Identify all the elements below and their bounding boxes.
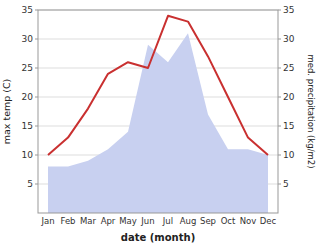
y2-tick-label: 25 — [283, 63, 294, 73]
y2-tick — [278, 39, 281, 40]
x-axis: Jan Feb Mar AprMayJun Jul AugSep Oct NovDec — [40, 216, 276, 226]
y-tick-label: 35 — [22, 5, 33, 15]
y-tick-label: 5 — [27, 179, 33, 189]
y-tick — [35, 126, 38, 127]
x-tick-label: Nov — [240, 216, 257, 226]
x-tick-label: Feb — [60, 216, 75, 226]
precipitation-area — [48, 33, 268, 213]
y2-tick-label: 10 — [283, 150, 295, 160]
x-axis-title: date (month) — [121, 232, 195, 243]
y-tick-label: 10 — [22, 150, 34, 160]
y-tick-label: 25 — [22, 63, 33, 73]
y-tick — [35, 68, 38, 69]
x-tick-label: Jun — [140, 216, 154, 226]
y2-tick — [278, 155, 281, 156]
y-tick — [35, 10, 38, 11]
y2-tick — [278, 126, 281, 127]
x-tick-label: May — [119, 216, 137, 226]
y-axis-title: max temp (C) — [1, 79, 12, 145]
x-tick-label: Jan — [40, 216, 54, 226]
y2-tick-label: 20 — [283, 92, 295, 102]
x-tick-label: Sep — [200, 216, 216, 226]
y2-tick-label: 35 — [283, 5, 294, 15]
plot-frame — [38, 10, 278, 213]
x-tick-label: Oct — [221, 216, 236, 226]
marks — [48, 16, 268, 213]
x-tick-label: Jul — [162, 216, 173, 226]
y2-tick-label: 30 — [283, 34, 295, 44]
y2-axis: 5 10 15 20 25 30 35 — [278, 5, 295, 189]
y-tick-label: 30 — [22, 34, 34, 44]
x-tick-label: Aug — [180, 216, 197, 226]
y-tick-label: 20 — [22, 92, 34, 102]
y-tick-label: 15 — [22, 121, 33, 131]
y-tick — [35, 39, 38, 40]
x-tick-label: Dec — [260, 216, 277, 226]
y2-axis-title: med. precipitation (kg/m2) — [306, 54, 316, 168]
y2-tick — [278, 10, 281, 11]
y2-tick-label: 15 — [283, 121, 294, 131]
y2-tick-label: 5 — [283, 179, 289, 189]
y-tick — [35, 184, 38, 185]
x-tick-label: Apr — [101, 216, 116, 226]
y2-tick — [278, 68, 281, 69]
y-tick — [35, 155, 38, 156]
chart: 5 10 15 20 25 30 35 5 10 15 20 25 30 35 Jan Feb Mar AprMa… — [0, 0, 318, 247]
x-tick-label: Mar — [80, 216, 97, 226]
y2-tick — [278, 184, 281, 185]
y-tick — [35, 97, 38, 98]
y2-tick — [278, 97, 281, 98]
y-axis: 5 10 15 20 25 30 35 — [22, 5, 38, 189]
temperature-line — [48, 16, 268, 155]
